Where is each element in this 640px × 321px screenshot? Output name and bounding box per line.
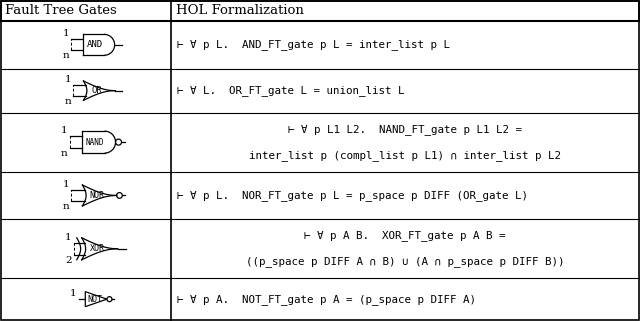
Text: ⊢ ∀ p L1 L2.  NAND_FT_gate p L1 L2 =: ⊢ ∀ p L1 L2. NAND_FT_gate p L1 L2 = [288, 124, 522, 134]
Text: inter_list p (compl_list p L1) ∩ inter_list p L2: inter_list p (compl_list p L1) ∩ inter_l… [249, 150, 561, 160]
Text: NOR: NOR [90, 191, 104, 200]
Text: NAND: NAND [86, 138, 104, 147]
Text: 2: 2 [65, 256, 72, 265]
Text: n: n [62, 51, 69, 60]
Text: 1: 1 [65, 233, 72, 242]
Text: 1: 1 [61, 126, 68, 135]
Text: XOR: XOR [90, 244, 104, 253]
Text: OR: OR [92, 86, 102, 95]
Text: 1: 1 [62, 29, 69, 38]
Text: n: n [62, 202, 69, 211]
Text: HOL Formalization: HOL Formalization [176, 4, 304, 18]
Text: ⊢ ∀ p A.  NOT_FT_gate p A = (p_space p DIFF A): ⊢ ∀ p A. NOT_FT_gate p A = (p_space p DI… [177, 294, 476, 305]
Text: 1: 1 [64, 75, 71, 84]
Text: Fault Tree Gates: Fault Tree Gates [5, 4, 116, 18]
Bar [1, 1, 639, 21]
Text: n: n [64, 97, 71, 106]
Text: n: n [61, 149, 68, 158]
Text: NOT: NOT [88, 295, 102, 304]
Text: ⊢ ∀ L.  OR_FT_gate L = union_list L: ⊢ ∀ L. OR_FT_gate L = union_list L [177, 85, 404, 96]
Text: ⊢ ∀ p L.  AND_FT_gate p L = inter_list p L: ⊢ ∀ p L. AND_FT_gate p L = inter_list p … [177, 39, 450, 50]
Text: ⊢ ∀ p L.  NOR_FT_gate p L = p_space p DIFF (OR_gate L): ⊢ ∀ p L. NOR_FT_gate p L = p_space p DIF… [177, 190, 528, 201]
Text: AND: AND [87, 40, 103, 49]
Text: 1: 1 [62, 180, 69, 189]
Text: 1: 1 [70, 289, 77, 298]
Text: ((p_space p DIFF A ∩ B) ∪ (A ∩ p_space p DIFF B)): ((p_space p DIFF A ∩ B) ∪ (A ∩ p_space p… [246, 256, 564, 267]
Text: ⊢ ∀ p A B.  XOR_FT_gate p A B =: ⊢ ∀ p A B. XOR_FT_gate p A B = [304, 230, 506, 241]
